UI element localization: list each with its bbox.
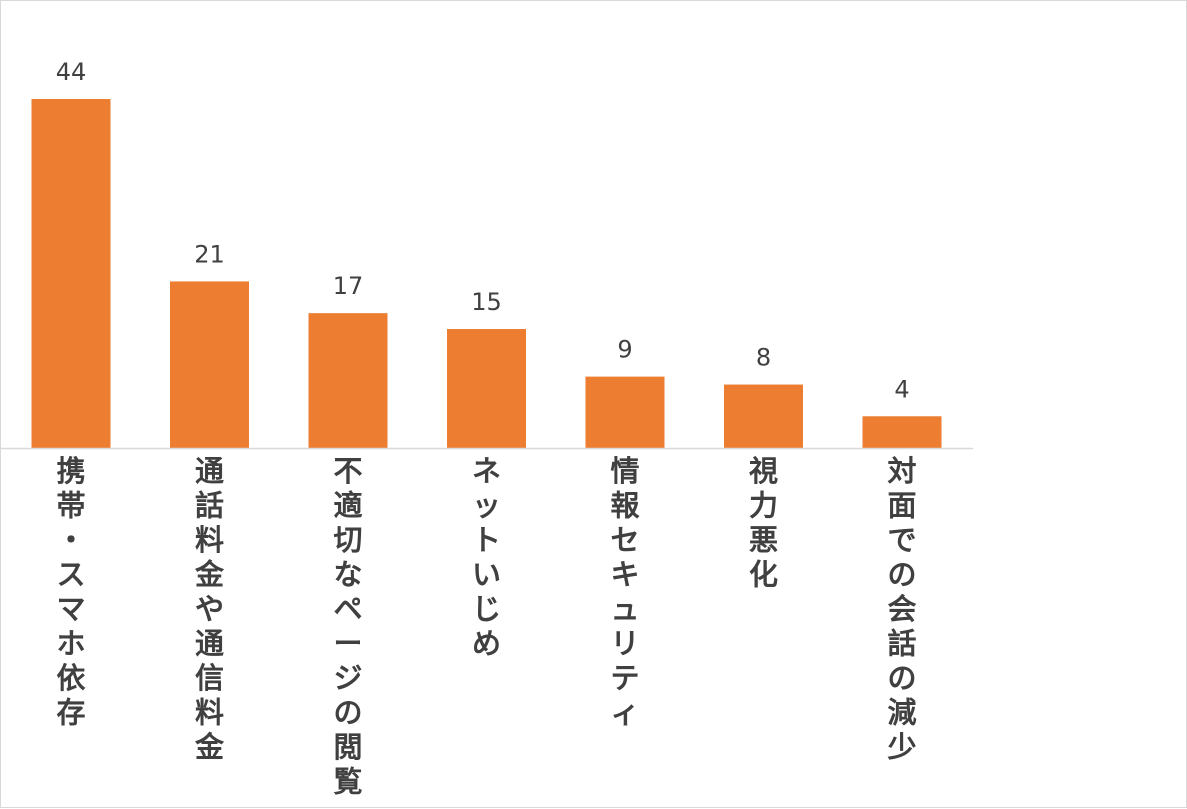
data-label-4: 15 xyxy=(471,288,502,316)
data-labels-group: 44 21 17 15 9 8 4 xyxy=(56,58,910,403)
data-label-1: 44 xyxy=(56,58,87,86)
bar-7 xyxy=(862,416,942,448)
data-label-6: 8 xyxy=(756,344,771,372)
data-label-2: 21 xyxy=(194,240,225,268)
bars-group xyxy=(31,99,942,448)
bar-5 xyxy=(585,376,665,448)
bar-1 xyxy=(31,99,111,448)
category-label-3: 不適切なページの閲覧 xyxy=(333,454,362,799)
category-labels-group: 携帯・スマホ依存 通話料金や通信料金 不適切なページの閲覧 ネットいじめ 情報セキュリテ… xyxy=(56,454,916,799)
category-label-4: ネットいじめ xyxy=(472,454,501,661)
category-label-5: 情報セキュリティ xyxy=(610,454,640,730)
bar-6 xyxy=(724,384,803,448)
bar-2 xyxy=(170,281,249,448)
data-label-7: 4 xyxy=(894,375,909,403)
category-label-6: 視力悪化 xyxy=(749,454,778,592)
bar-4 xyxy=(447,329,526,448)
category-label-7: 対面での会話の減少 xyxy=(887,454,916,764)
category-label-2: 通話料金や通信料金 xyxy=(194,454,225,764)
bar-3 xyxy=(308,313,388,448)
data-label-3: 17 xyxy=(333,272,364,300)
data-label-5: 9 xyxy=(617,336,632,364)
category-label-1: 携帯・スマホ依存 xyxy=(56,454,85,730)
